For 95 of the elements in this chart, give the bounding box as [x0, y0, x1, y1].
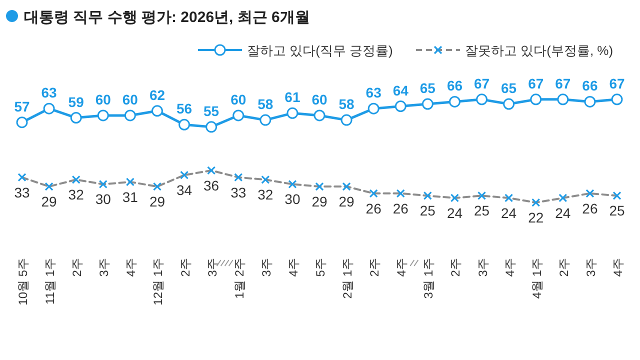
data-label: 30 [95, 191, 112, 208]
x-tick-label: 4주 [124, 258, 138, 277]
point [232, 110, 244, 122]
x-tick-label: 2주 [448, 258, 463, 277]
data-label: 65 [420, 80, 436, 96]
data-label: 59 [68, 94, 84, 110]
legend-label: 잘하고 있다(직무 긍정률) [247, 43, 393, 58]
x-tick-label: 2주 [556, 258, 571, 277]
x-tick-label: 12월 1주 [151, 258, 166, 306]
x-tick-label: 4주 [286, 258, 300, 277]
point [70, 112, 82, 124]
data-label: 26 [392, 200, 409, 216]
x-tick-label: 3주 [97, 258, 112, 277]
point [314, 110, 326, 122]
x-tick-label: 3주 [476, 258, 490, 277]
data-label: 64 [392, 82, 409, 98]
data-label: 67 [528, 75, 544, 92]
data-label: 56 [176, 100, 192, 117]
point [530, 94, 542, 106]
x-tick-label: 11월 1주 [43, 258, 58, 304]
point [286, 107, 298, 119]
x-tick-label: 3주 [259, 258, 274, 277]
data-label: 29 [312, 194, 328, 210]
x-tick-label: 2주 [368, 258, 382, 277]
point [584, 96, 596, 108]
data-label: 62 [149, 86, 166, 103]
data-label: 67 [609, 75, 625, 92]
x-tick-label: 5주 [314, 258, 328, 277]
point [124, 110, 136, 122]
point [476, 94, 488, 106]
data-label: 34 [176, 182, 192, 198]
data-label: 66 [582, 78, 598, 94]
data-label: 24 [446, 204, 463, 221]
point [340, 114, 352, 126]
data-label: 65 [501, 80, 517, 96]
point [151, 105, 163, 117]
data-label: 67 [555, 75, 571, 92]
data-label: 60 [312, 91, 328, 108]
data-label: 60 [122, 91, 138, 108]
point [97, 110, 109, 122]
data-label: 36 [204, 177, 220, 194]
point [557, 94, 569, 106]
point [394, 100, 406, 112]
point [422, 98, 434, 110]
point [503, 98, 515, 110]
data-label: 67 [474, 75, 490, 92]
point [16, 116, 28, 128]
x-tick-label: 2주 [178, 258, 192, 277]
point [368, 102, 380, 114]
data-label: 31 [122, 188, 138, 205]
data-label: 29 [149, 194, 166, 210]
data-label: 58 [338, 96, 355, 112]
data-label: 32 [68, 186, 84, 203]
data-label: 26 [582, 200, 598, 216]
x-tick-label: 4주 [394, 258, 409, 277]
point [206, 121, 218, 133]
data-label: 22 [528, 210, 544, 226]
x-tick-label: 1월 2주 [232, 258, 246, 299]
data-label: 63 [366, 84, 382, 101]
data-label: 58 [258, 96, 274, 112]
data-label: 25 [474, 202, 490, 219]
point [611, 94, 623, 106]
point [178, 118, 190, 130]
point [448, 96, 460, 108]
data-label: 66 [446, 78, 463, 94]
data-label: 29 [338, 194, 355, 210]
data-label: 29 [41, 194, 58, 210]
x-tick-label: 3월 1주 [422, 258, 436, 299]
data-label: 60 [230, 91, 246, 108]
data-label: 25 [609, 202, 625, 219]
data-label: 61 [284, 89, 300, 106]
point [43, 102, 55, 114]
data-label: 55 [204, 102, 220, 119]
data-label: 32 [258, 186, 274, 203]
chart-title: 대통령 직무 수행 평가: 2026년, 최근 6개월 [24, 9, 310, 26]
data-label: 33 [14, 184, 30, 200]
data-label: 33 [230, 184, 246, 200]
data-label: 30 [284, 191, 300, 208]
data-label: 24 [555, 204, 571, 221]
x-tick-label: 4주 [502, 258, 517, 277]
x-tick-label: 10월 5주 [16, 258, 30, 306]
legend-label: 잘못하고 있다(부정률, %) [465, 43, 614, 58]
x-tick-label: 3주 [205, 258, 220, 277]
x-tick-label: 4주 [611, 258, 625, 277]
data-label: 26 [366, 200, 382, 216]
data-label: 57 [14, 98, 30, 114]
x-tick-label: 4월 1주 [530, 258, 544, 299]
data-label: 63 [41, 84, 58, 101]
x-tick-label: 3주 [584, 258, 598, 277]
data-label: 24 [501, 204, 517, 221]
data-label: 25 [420, 202, 436, 219]
data-label: 60 [95, 91, 112, 108]
point [260, 114, 272, 126]
x-tick-label: 2월 1주 [340, 258, 355, 299]
x-tick-label: 2주 [70, 258, 84, 277]
